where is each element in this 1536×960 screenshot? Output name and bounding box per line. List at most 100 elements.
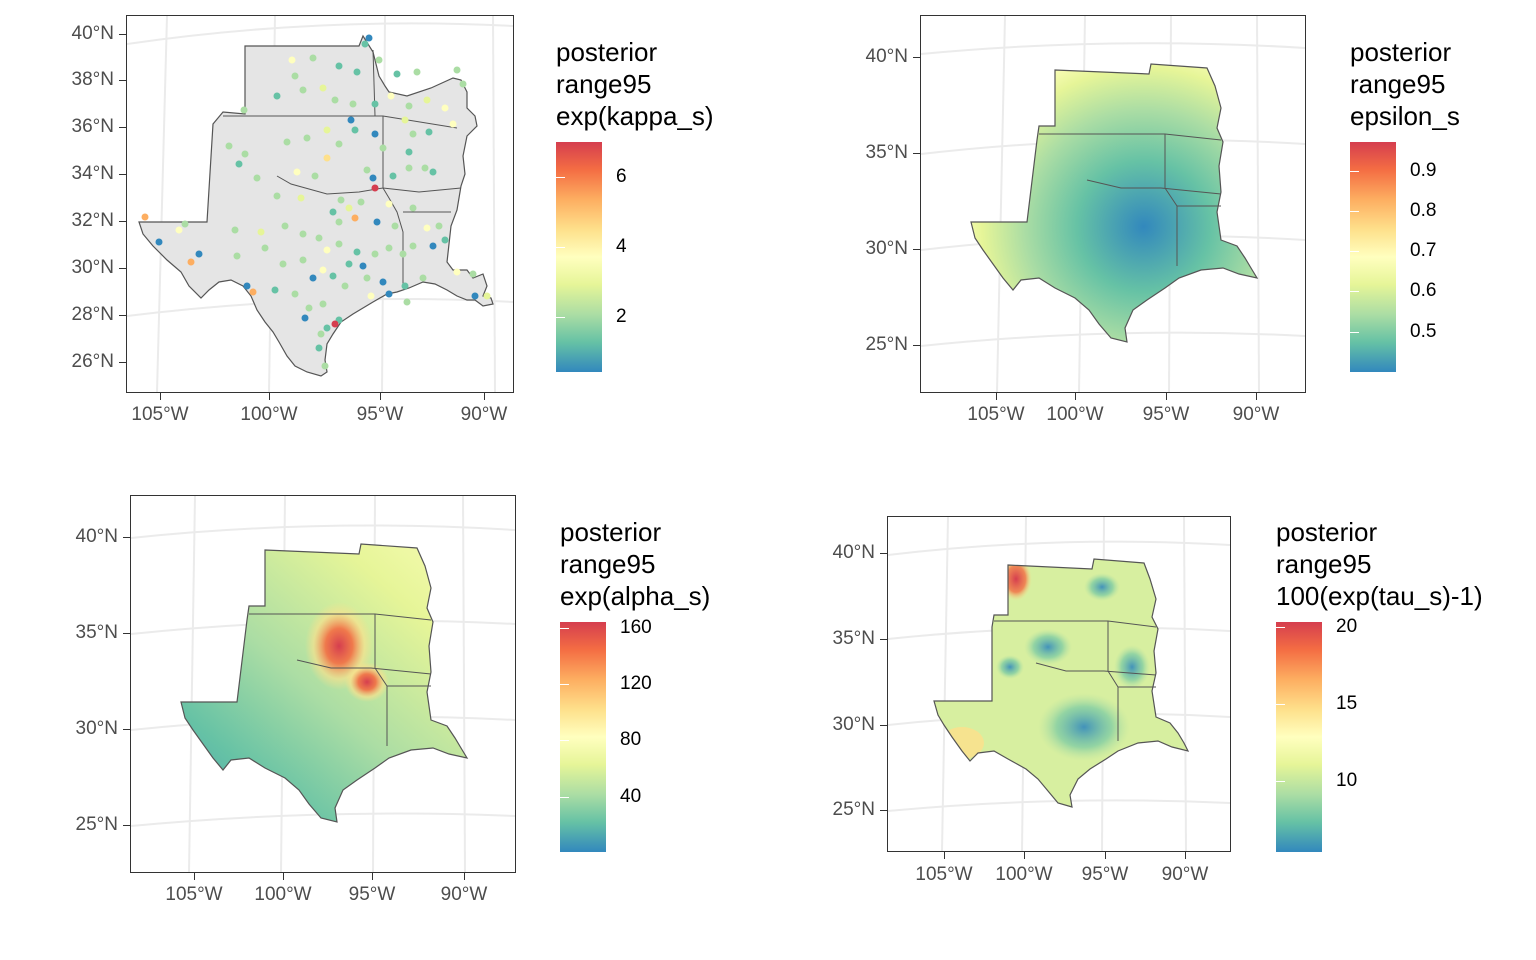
region-outline [180,543,469,823]
legend-epsilon: posterior range95 epsilon_s [1350,36,1460,132]
x-tick-label: 90°W [1161,864,1209,885]
colorbar-tick-label: 0.5 [1410,321,1437,342]
y-tickmark [123,825,130,826]
x-tick-label: 105°W [915,864,973,885]
colorbar-tick-label: 4 [616,236,627,257]
x-tickmark [1256,393,1257,400]
y-tick-label: 40°N [832,542,875,563]
colorbar-epsilon [1350,142,1396,372]
map-svg-tau [888,517,1230,851]
region-outline-south-central-us [138,34,494,377]
x-tick-label: 100°W [254,884,312,905]
y-tick-label: 40°N [865,46,908,67]
colorbar-tick [1276,704,1285,705]
colorbar-tick [556,317,565,318]
colorbar-tick [1350,332,1359,333]
x-tickmark [944,852,945,859]
raster-hotspot [1000,559,1032,601]
legend-title-line: epsilon_s [1350,101,1460,131]
y-tickmark [880,553,887,554]
colorbar-tick [556,177,565,178]
x-tick-label: 95°W [1142,404,1190,425]
y-tickmark [123,729,130,730]
x-tickmark [160,393,161,400]
colorbar-tick [560,628,569,629]
raster-cool-patch [1038,693,1130,761]
y-tick-label: 28°N [71,304,114,325]
map-frame-alpha [130,495,516,873]
legend-tau: posterior range95 100(exp(tau_s)-1) [1276,516,1483,612]
x-tick-label: 95°W [1081,864,1129,885]
y-tickmark [119,127,126,128]
x-tickmark [1024,852,1025,859]
y-tick-label: 34°N [71,163,114,184]
y-tick-label: 40°N [71,23,114,44]
colorbar-tick-label: 120 [620,673,652,694]
x-tickmark [283,873,284,880]
map-frame-tau [887,516,1231,852]
x-tick-label: 100°W [995,864,1053,885]
map-svg-epsilon [921,16,1305,392]
legend-title-line: range95 [1350,69,1446,99]
y-tick-label: 26°N [71,351,114,372]
colorbar-kappa [556,142,602,372]
legend-title-line: posterior [1350,37,1452,67]
y-tickmark [119,221,126,222]
legend-title-line: range95 [560,549,656,579]
colorbar-tick [1276,781,1285,782]
x-tick-label: 95°W [348,884,396,905]
x-tickmark [464,873,465,880]
x-tickmark [1185,852,1186,859]
colorbar-tick-label: 20 [1336,616,1358,637]
x-tick-label: 105°W [967,404,1025,425]
legend-title-line: 100(exp(tau_s)-1) [1276,581,1483,611]
colorbar-tick-label: 40 [620,786,642,807]
colorbar-tick-label: 160 [620,617,652,638]
y-tick-label: 25°N [832,799,875,820]
x-tickmark [1166,393,1167,400]
x-tickmark [380,393,381,400]
x-tickmark [372,873,373,880]
y-tick-label: 35°N [832,628,875,649]
x-tickmark [194,873,195,880]
y-tickmark [119,315,126,316]
y-tick-label: 35°N [75,622,118,643]
legend-title-line: exp(alpha_s) [560,581,711,611]
legend-title-line: range95 [556,69,652,99]
legend-title-line: posterior [560,517,662,547]
y-tickmark [913,249,920,250]
y-tickmark [913,153,920,154]
x-tick-label: 90°W [460,404,508,425]
raster-cool-patch [1114,645,1150,689]
x-tickmark [1105,852,1106,859]
colorbar-tick-label: 80 [620,729,642,750]
y-tickmark [913,345,920,346]
y-tick-label: 36°N [71,116,114,137]
y-tick-label: 38°N [71,69,114,90]
legend-alpha: posterior range95 exp(alpha_s) [560,516,710,612]
y-tick-label: 40°N [75,526,118,547]
x-tickmark [1075,393,1076,400]
colorbar-tick-label: 0.7 [1410,240,1437,261]
y-tickmark [123,633,130,634]
y-tick-label: 35°N [865,142,908,163]
y-tick-label: 30°N [71,257,114,278]
map-svg-alpha [131,496,515,872]
y-tickmark [880,639,887,640]
region-outline [933,558,1190,808]
colorbar-tick-label: 0.8 [1410,200,1437,221]
colorbar-tick [1350,291,1359,292]
colorbar-tick [560,797,569,798]
x-tick-label: 105°W [165,884,223,905]
y-tickmark [119,80,126,81]
colorbar-tick-label: 15 [1336,693,1358,714]
y-tickmark [119,34,126,35]
y-tick-label: 30°N [832,714,875,735]
state-borders [1039,133,1222,266]
y-tickmark [913,57,920,58]
y-tick-label: 32°N [71,210,114,231]
x-tickmark [269,393,270,400]
x-tick-label: 100°W [240,404,298,425]
colorbar-tick-label: 2 [616,306,627,327]
legend-title-line: range95 [1276,549,1372,579]
